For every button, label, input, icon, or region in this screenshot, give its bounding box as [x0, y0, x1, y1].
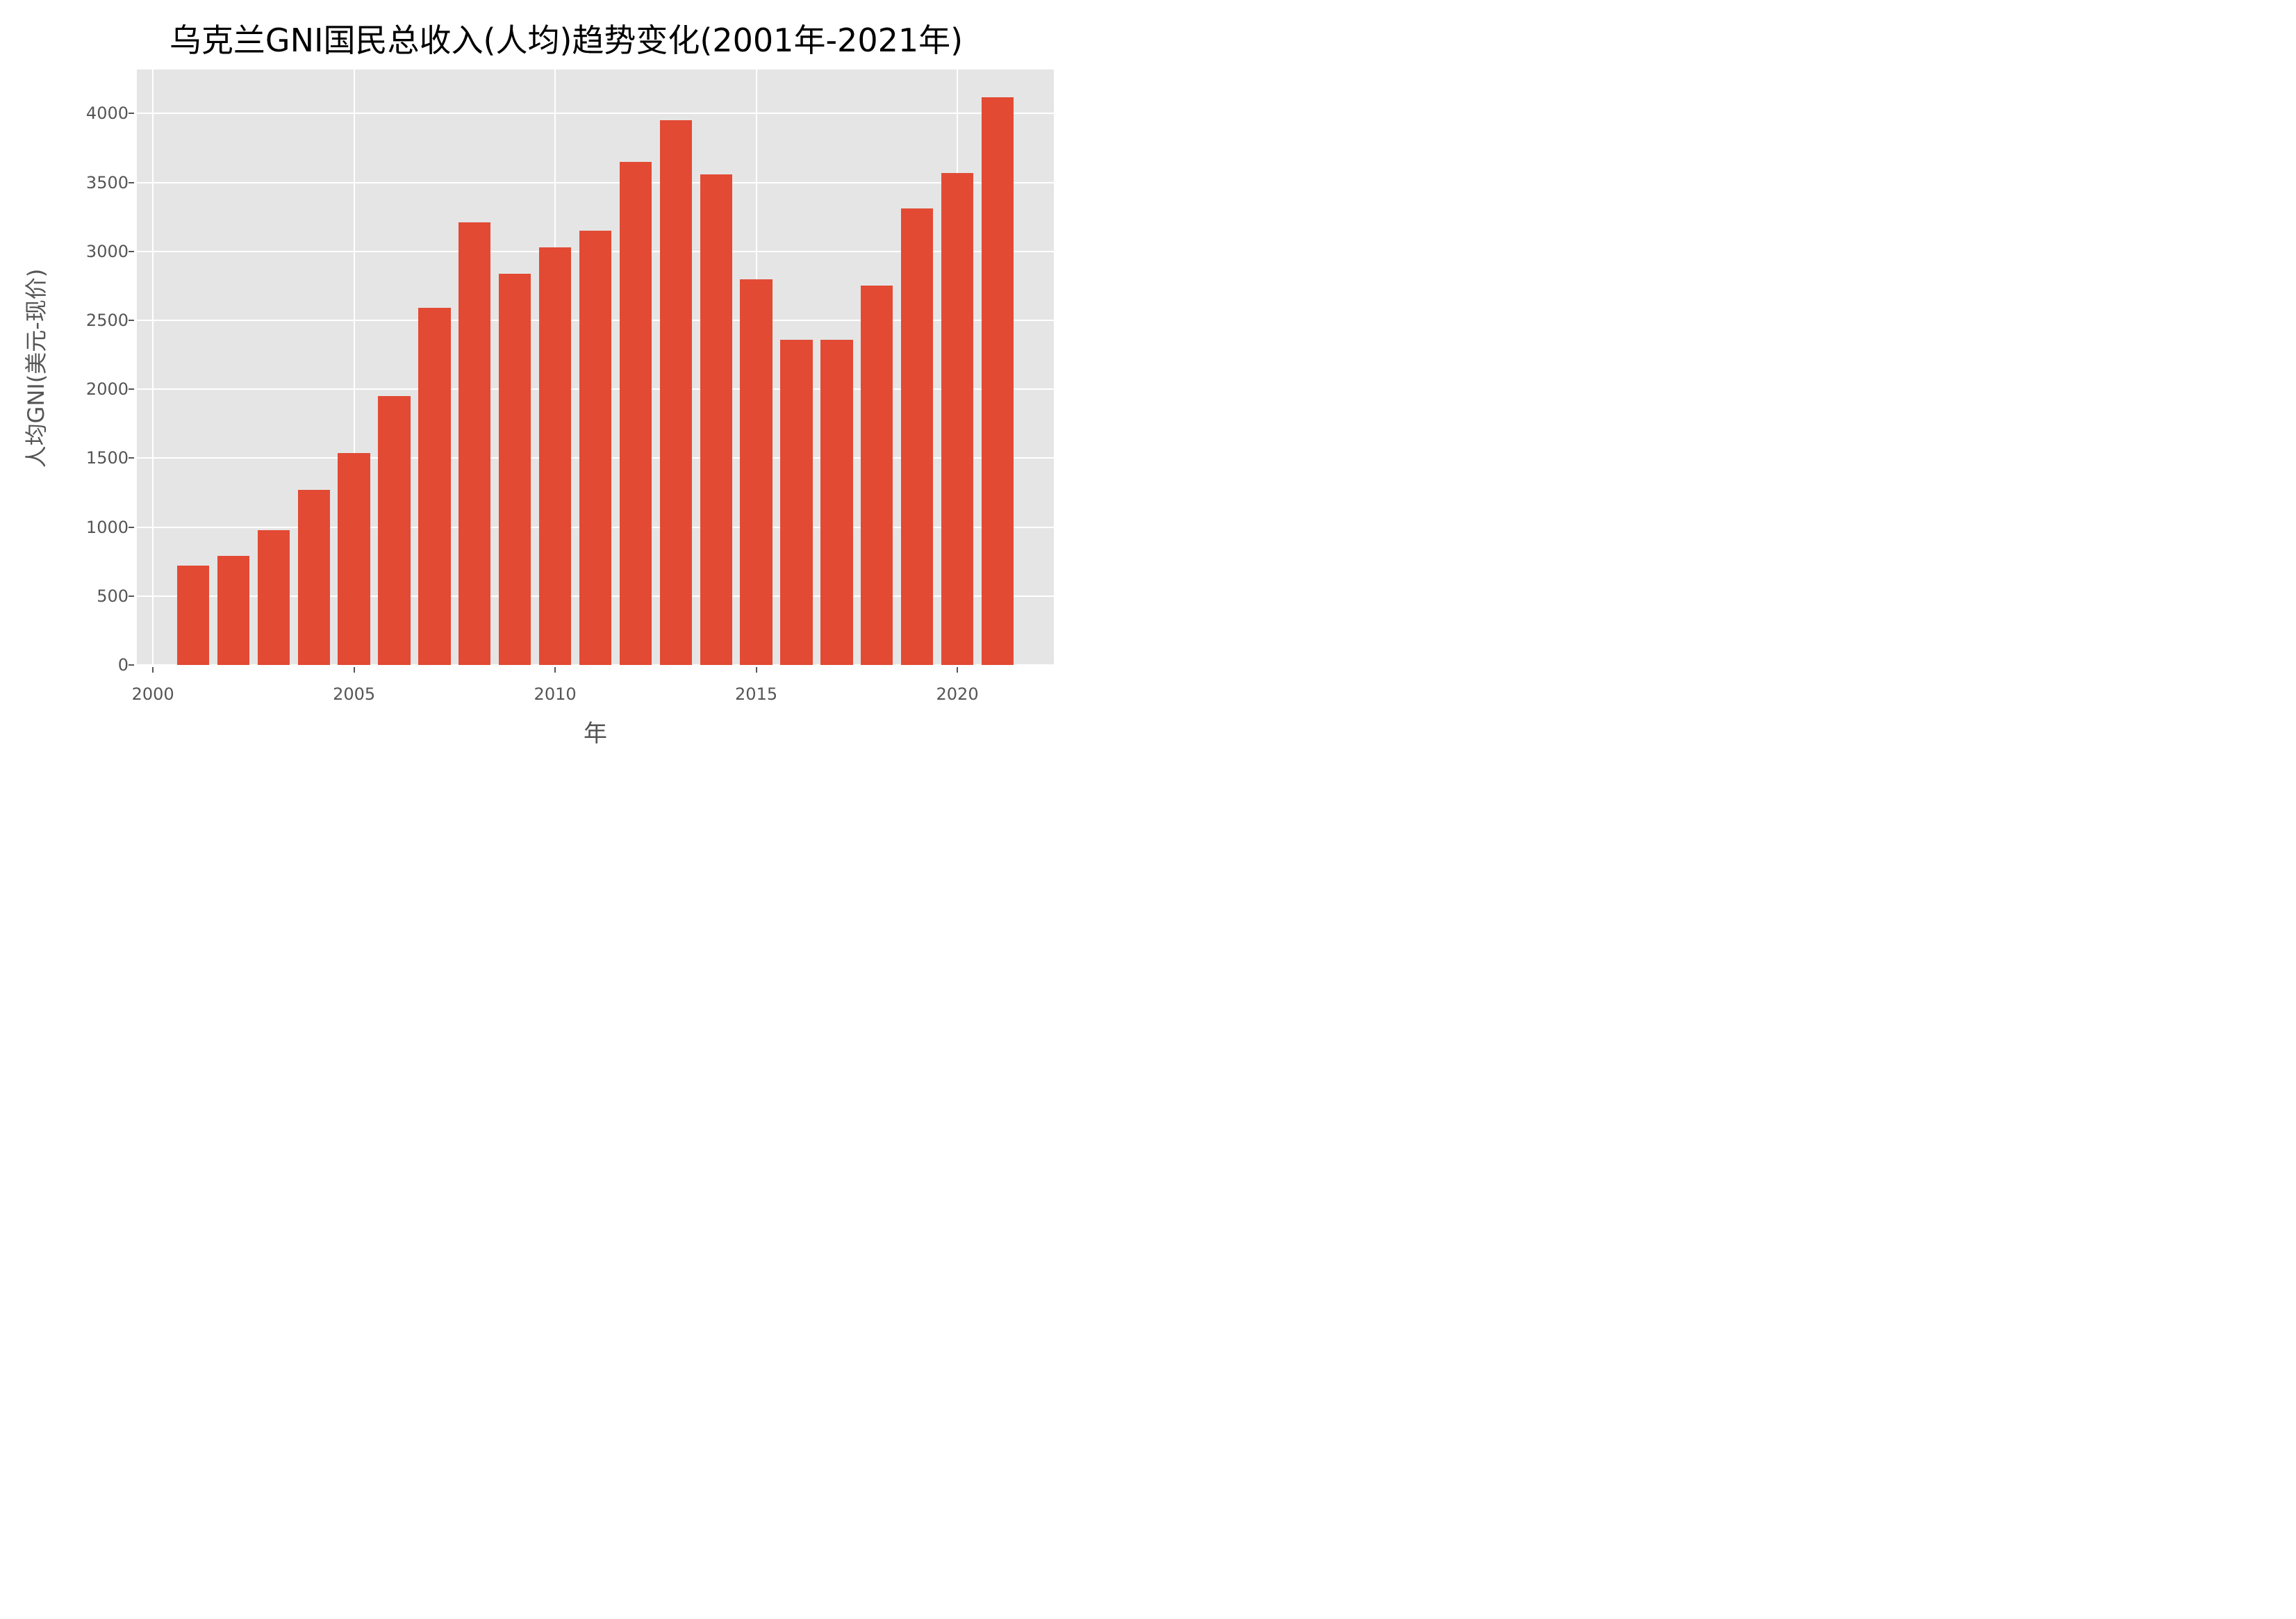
y-tick-label: 2000	[85, 379, 129, 400]
y-tick-mark	[129, 113, 134, 115]
y-tick-label: 500	[97, 586, 129, 606]
bar-2009	[499, 273, 531, 665]
bar-2014	[700, 174, 732, 665]
y-tick-mark	[129, 250, 134, 252]
x-tick-label: 2005	[333, 684, 376, 704]
bar-2008	[459, 222, 491, 665]
plot-area	[137, 69, 1054, 666]
y-tick-label: 0	[117, 655, 129, 675]
x-tick-label: 2010	[534, 684, 577, 704]
bar-2020	[941, 172, 974, 665]
gridline-v	[353, 69, 355, 665]
bar-2007	[418, 308, 451, 665]
x-tick-mark	[957, 667, 959, 673]
y-tick-mark	[129, 595, 134, 597]
bar-2002	[217, 556, 250, 665]
x-tick-mark	[755, 667, 757, 673]
x-tick-label: 2000	[131, 684, 174, 704]
y-tick-label: 3000	[85, 241, 129, 261]
bar-2019	[901, 208, 934, 665]
y-tick-mark	[129, 664, 134, 666]
y-tick-mark	[129, 181, 134, 183]
y-axis-label: 人均GNI(美元-现价)	[23, 268, 49, 468]
bar-2018	[861, 286, 893, 665]
y-tick-mark	[129, 388, 134, 391]
y-tick-mark	[129, 457, 134, 459]
bar-2004	[297, 490, 330, 665]
chart-title: 乌克兰GNI国民总收入(人均)趋势变化(2001年-2021年)	[169, 22, 964, 59]
y-tick-label: 2500	[85, 311, 129, 331]
y-tick-mark	[129, 526, 134, 528]
gridline-h	[137, 113, 1054, 115]
bar-2013	[659, 120, 692, 665]
y-tick-label: 3500	[85, 172, 129, 192]
bar-2012	[619, 161, 652, 665]
bar-2015	[740, 279, 773, 665]
gridline-v	[152, 69, 154, 665]
x-tick-mark	[353, 667, 355, 673]
gridline-h	[137, 664, 1054, 666]
bar-2017	[820, 339, 853, 665]
bar-2006	[378, 396, 411, 665]
y-tick-mark	[129, 320, 134, 322]
y-tick-label: 1000	[85, 517, 129, 537]
x-axis-label: 年	[584, 720, 607, 748]
y-tick-label: 1500	[85, 448, 129, 468]
bar-2005	[338, 452, 370, 665]
x-tick-label: 2015	[735, 684, 778, 704]
bar-2001	[176, 566, 210, 665]
bar-2003	[257, 529, 290, 665]
bar-2010	[538, 247, 572, 665]
gridline-h	[137, 181, 1054, 183]
x-tick-label: 2020	[936, 684, 979, 704]
bar-2016	[780, 339, 813, 665]
x-tick-mark	[554, 667, 556, 673]
bar-2011	[579, 231, 612, 665]
bar-2021	[981, 97, 1014, 665]
y-tick-label: 4000	[85, 104, 129, 124]
x-tick-mark	[152, 667, 154, 673]
